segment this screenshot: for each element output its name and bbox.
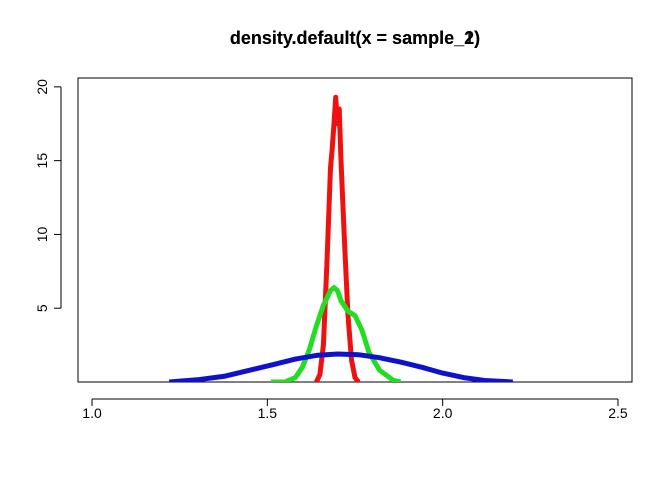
series-layer (169, 94, 513, 382)
chart-title-overlay: density.default(x = sample_1) (229, 28, 481, 48)
density-line-3 (169, 351, 513, 382)
density-line-2 (270, 285, 402, 382)
x-tick-label: 1.0 (82, 405, 102, 421)
y-tick-label: 20 (34, 79, 50, 95)
plot-frame (77, 77, 633, 383)
y-tick-label: 10 (34, 226, 50, 242)
y-tick-label: 15 (34, 153, 50, 169)
x-tick-label: 2.0 (433, 405, 453, 421)
y-tick-label: 5 (34, 304, 50, 312)
density-line-1 (314, 94, 361, 382)
chart-title: density.default(x = sample_2) (229, 28, 481, 48)
x-tick-label: 2.5 (608, 405, 628, 421)
x-tick-label: 1.5 (258, 405, 278, 421)
axes: 1.0 1.5 2.0 2.5 5 10 15 20 (34, 77, 633, 421)
